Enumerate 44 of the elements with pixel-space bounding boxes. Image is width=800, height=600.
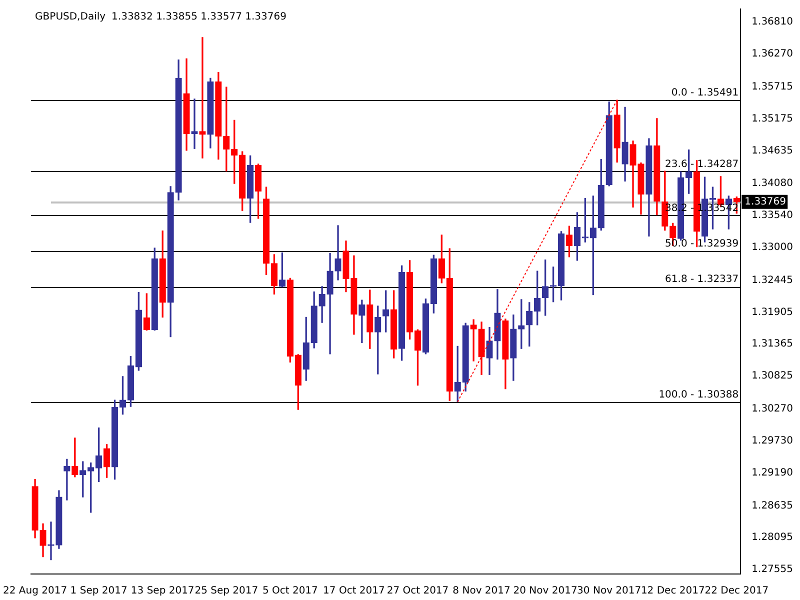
- y-tick-label: 1.30270: [752, 404, 794, 415]
- y-tick-label: 1.32445: [752, 274, 794, 286]
- candlestick: [334, 225, 342, 280]
- candlestick: [199, 37, 206, 158]
- annotation: 23.6 - 1.34287: [665, 158, 739, 170]
- annotation: 61.8 - 1.32337: [665, 274, 739, 286]
- y-tick-label: 1.36810: [752, 16, 794, 28]
- x-tick-label: 13 Sep 2017: [130, 586, 194, 597]
- y-tick-label: 1.31365: [752, 338, 794, 350]
- x-tick-label: 12 Dec 2017: [640, 586, 705, 597]
- x-tick-label: 22 Dec 2017: [704, 586, 769, 597]
- y-tick-label: 1.35715: [752, 81, 794, 92]
- candlestick: [64, 458, 70, 500]
- y-tick-label: 1.35175: [752, 113, 794, 124]
- annotation: 0.0 - 1.35491: [671, 88, 739, 99]
- y-tick-label: 1.33540: [752, 210, 794, 222]
- x-tick-label: 5 Oct 2017: [262, 586, 318, 597]
- y-tick-label: 1.34635: [752, 145, 794, 156]
- y-tick-label: 1.27555: [752, 564, 794, 576]
- candlestick: [326, 253, 334, 354]
- x-tick-label: 22 Aug 2017: [3, 586, 68, 597]
- y-tick-label: 1.29730: [752, 435, 794, 446]
- candlestick: [191, 98, 198, 149]
- annotation: 50.0 - 1.32939: [665, 238, 739, 250]
- y-tick-label: 1.28095: [752, 532, 794, 544]
- y-tick-label: 1.33000: [752, 242, 794, 254]
- chart-title: GBPUSD,Daily: [35, 12, 106, 23]
- ref-line-label: 1.33769: [744, 196, 786, 208]
- y-tick-label: 1.31905: [752, 306, 794, 318]
- x-tick-label: 8 Nov 2017: [452, 586, 510, 597]
- y-tick-label: 1.36270: [752, 48, 794, 60]
- x-tick-label: 30 Nov 2017: [577, 586, 642, 597]
- annotation: 100.0 - 1.30388: [658, 390, 739, 401]
- x-tick-label: 17 Oct 2017: [323, 586, 385, 597]
- y-tick-label: 1.28635: [752, 500, 794, 512]
- x-tick-label: 25 Sep 2017: [194, 586, 258, 597]
- candlestick: [470, 319, 477, 362]
- y-tick-label: 1.29190: [752, 467, 794, 478]
- chart-subtitle: 1.33832 1.33855 1.33577 1.33769: [112, 12, 286, 23]
- x-tick-label: 1 Sep 2017: [70, 586, 128, 597]
- x-tick-label: 20 Nov 2017: [513, 586, 578, 597]
- y-tick-label: 1.30825: [752, 370, 794, 382]
- x-tick-label: 27 Oct 2017: [386, 586, 449, 597]
- y-tick-label: 1.34080: [752, 178, 794, 190]
